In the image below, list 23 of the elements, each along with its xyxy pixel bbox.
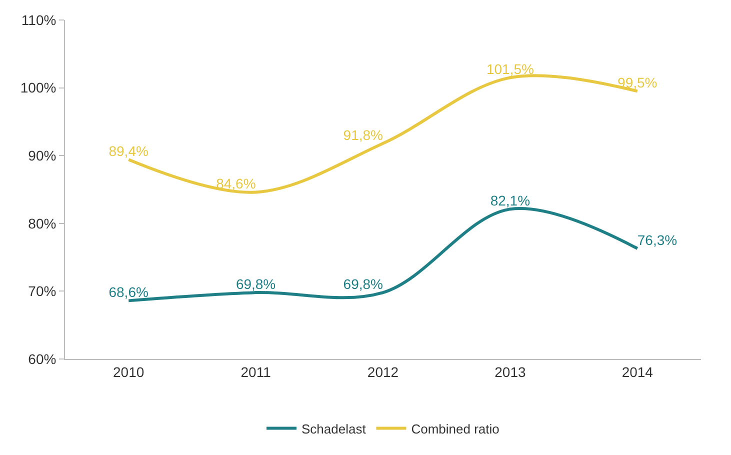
- data-label: 84,6%: [216, 176, 256, 192]
- data-label: 99,5%: [618, 74, 658, 91]
- y-tick-label: 110%: [21, 12, 56, 28]
- data-label: 91,8%: [343, 126, 383, 143]
- data-label: 69,8%: [236, 276, 276, 292]
- x-tick-label: 2012: [367, 364, 399, 380]
- data-label: 68,6%: [108, 284, 148, 300]
- y-tick-label: 60%: [28, 350, 56, 367]
- data-label: 69,8%: [343, 276, 383, 292]
- y-tick-label: 100%: [20, 80, 56, 96]
- legend-label: Combined ratio: [411, 421, 500, 436]
- x-tick-label: 2011: [240, 364, 272, 380]
- x-tick-label: 2013: [494, 364, 526, 380]
- data-label: 76,3%: [637, 232, 678, 248]
- x-tick-label: 2014: [622, 364, 654, 380]
- y-tick-label: 70%: [28, 283, 56, 300]
- y-tick-label: 90%: [28, 148, 56, 164]
- data-label: 82,1%: [490, 192, 530, 209]
- y-tick-label: 80%: [28, 215, 56, 232]
- legend-label: Schadelast: [302, 421, 366, 436]
- data-label: 89,4%: [108, 143, 148, 160]
- data-label: 101,5%: [486, 61, 534, 78]
- x-tick-label: 2010: [113, 364, 144, 380]
